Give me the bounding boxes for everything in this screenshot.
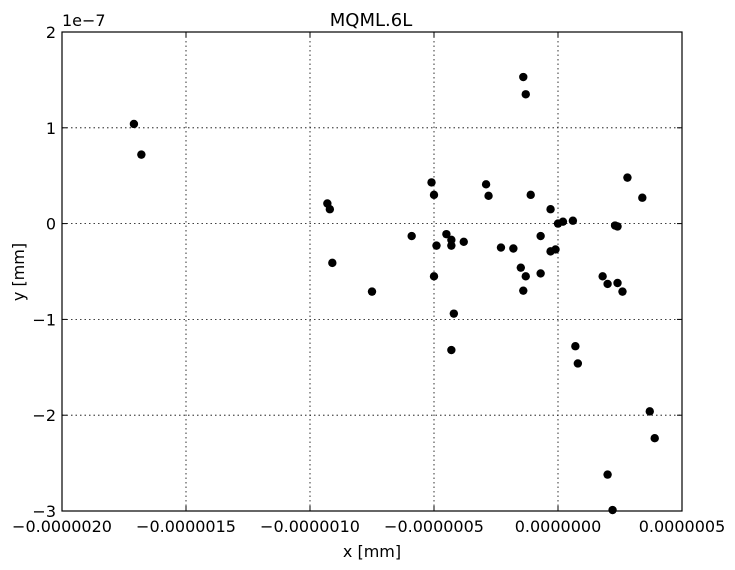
scatter-point — [481, 180, 491, 189]
scatter-point — [551, 245, 560, 254]
scatter-point — [645, 407, 654, 416]
scatter-point — [407, 231, 416, 241]
scatter-point — [536, 231, 545, 241]
scatter-point — [429, 272, 439, 281]
scatter-point — [521, 272, 530, 281]
scatter-point — [603, 470, 612, 479]
scatter-point — [650, 433, 659, 443]
scatter-point — [459, 237, 468, 247]
y-tick-label: −3 — [32, 502, 56, 521]
scatter-point — [447, 241, 456, 250]
scatter-point — [519, 286, 528, 295]
scatter-point — [447, 345, 456, 355]
scatter-point — [429, 190, 439, 200]
y-tick-label: 0 — [46, 215, 56, 234]
scatter-point — [509, 244, 518, 253]
scatter-point — [623, 173, 632, 182]
axis-ticks: −0.0000020 −0.0000015 −0.0000010 −0.0000005… — [12, 23, 725, 536]
scatter-point — [571, 342, 580, 351]
plot-frame — [61, 31, 683, 512]
scatter-point — [447, 235, 456, 245]
scatter-point — [536, 269, 545, 278]
scatter-point — [325, 205, 335, 214]
x-tick-label: 0.0000000 — [515, 517, 602, 536]
scatter-point — [598, 272, 607, 281]
scatter-point — [449, 309, 459, 318]
scatter-point — [573, 359, 583, 368]
x-tick-label: −0.0000015 — [136, 517, 236, 536]
scatter-point — [618, 287, 627, 296]
x-tick-label: −0.0000005 — [384, 517, 484, 536]
scatter-point — [137, 150, 146, 159]
y-offset-label: 1e−7 — [62, 11, 106, 30]
scatter-point — [638, 193, 647, 202]
scatter-point — [526, 190, 535, 200]
scatter-point — [521, 90, 530, 99]
scatter-point — [568, 216, 578, 225]
grid-lines — [61, 31, 683, 512]
scatter-point — [328, 258, 337, 268]
scatter-point — [519, 72, 528, 82]
y-tick-label: 1 — [46, 119, 56, 138]
x-tick-label: −0.0000010 — [260, 517, 360, 536]
scatter-point — [442, 229, 451, 239]
scatter-point — [484, 191, 493, 201]
scatter-point — [558, 217, 568, 226]
scatter-point — [516, 263, 525, 272]
scatter-point — [603, 279, 612, 289]
scatter-point — [613, 278, 622, 288]
scatter-point — [608, 505, 617, 515]
y-tick-label: 2 — [46, 23, 56, 42]
chart-title: MQML.6L — [330, 10, 412, 31]
y-tick-label: −1 — [32, 310, 56, 329]
scatter-point — [496, 243, 506, 252]
data-points — [129, 72, 659, 515]
scatter-point — [546, 205, 555, 214]
x-axis-label: x [mm] — [343, 542, 401, 561]
y-axis-label: y [mm] — [9, 243, 28, 301]
scatter-point — [432, 241, 441, 250]
scatter-point — [427, 178, 436, 187]
x-tick-label: 0.0000005 — [639, 517, 726, 536]
scatter-point — [613, 222, 622, 231]
scatter-point — [367, 287, 377, 296]
scatter-point — [129, 119, 139, 129]
y-tick-label: −2 — [32, 406, 56, 425]
x-tick-label: −0.0000020 — [12, 517, 112, 536]
